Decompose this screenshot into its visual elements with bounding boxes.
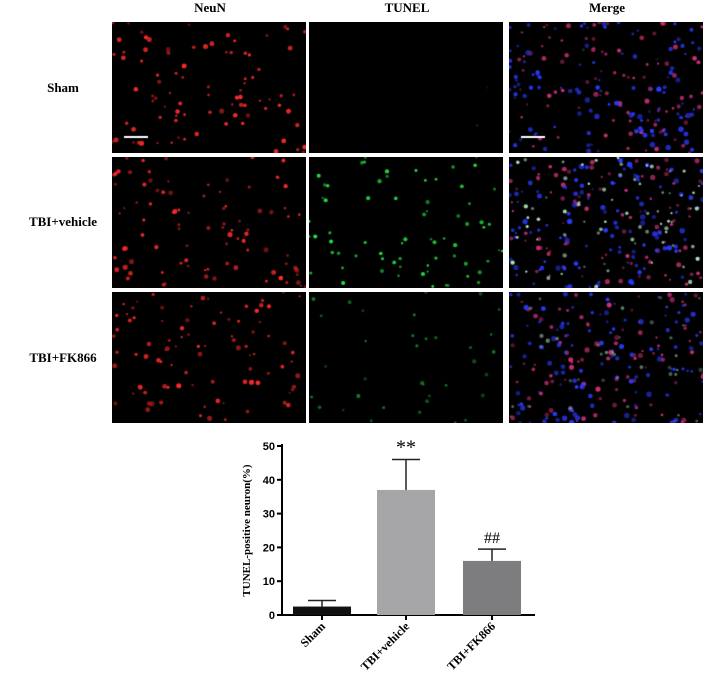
micrograph-tbi-fk866-neun [112,292,306,423]
significance-annotation: ** [396,437,416,459]
y-tick-label: 30 [263,509,275,521]
bar [293,606,351,615]
x-tick-label: Sham [297,619,328,650]
significance-annotation: ## [484,530,500,547]
y-tick-label: 10 [263,576,275,588]
micrograph-tbi-fk866-tunel [309,292,503,423]
x-tick-label: TBI+vehicle [358,619,413,674]
bar [463,560,521,615]
col-label-tunel: TUNEL [384,0,430,15]
micrograph-sham-neun [112,22,306,153]
y-tick-label: 20 [263,542,275,554]
y-tick-label: 40 [263,475,275,487]
micrograph-sham-merge [509,22,703,153]
col-label-merge: Merge [588,0,626,15]
micrograph-sham-tunel [309,22,503,153]
micrograph-tbi-vehicle-tunel [309,157,503,288]
y-axis-label: TUNEL-positive neuron(%) [241,464,253,596]
x-tick-label: TBI+FK866 [444,619,498,673]
row-label-tbi-vehicle: TBI+vehicle [28,214,98,229]
micrograph-tbi-vehicle-merge [509,157,703,288]
row-label-sham: Sham [47,80,79,95]
bar [377,489,435,615]
micrograph-tbi-fk866-merge [509,292,703,423]
micrograph-tbi-vehicle-neun [112,157,306,288]
row-label-tbi-fk866: TBI+FK866 [29,350,97,365]
col-label-neun: NeuN [194,0,226,15]
y-tick-label: 0 [269,610,275,622]
y-tick-label: 50 [263,441,275,453]
